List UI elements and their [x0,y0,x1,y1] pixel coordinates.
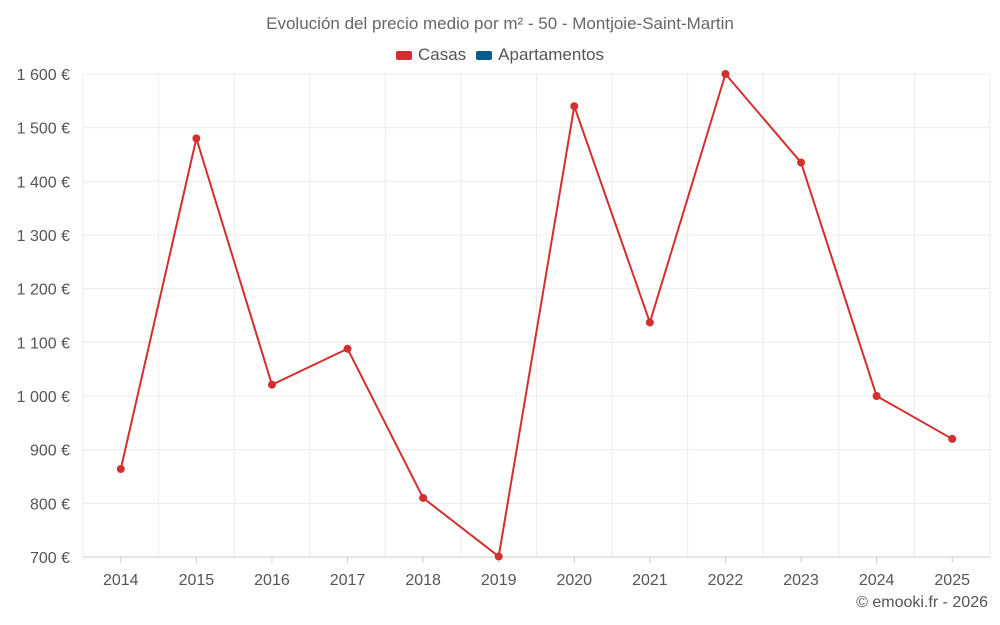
data-point [116,464,125,473]
legend: Casas Apartamentos [0,45,1000,65]
y-tick-label: 800 € [30,496,70,513]
data-point [343,344,352,353]
y-tick-label: 1 000 € [17,389,70,406]
legend-item-apartamentos[interactable]: Apartamentos [476,45,604,65]
chart-title: Evolución del precio medio por m² - 50 -… [266,14,734,33]
x-tick-label: 2017 [330,572,366,589]
y-tick-label: 900 € [30,443,70,460]
data-point [570,102,579,111]
x-tick-label: 2022 [708,572,744,589]
legend-label-casas: Casas [417,45,467,64]
x-tick-label: 2020 [556,572,592,589]
data-point [494,552,503,561]
y-tick-label: 1 600 € [17,67,70,84]
x-tick-label: 2014 [103,572,139,589]
data-point [721,70,730,78]
x-tick-label: 2024 [859,572,895,589]
data-point [645,318,654,327]
y-tick-label: 700 € [30,550,70,567]
series-line-casas [119,73,953,558]
x-tick-label: 2019 [481,572,517,589]
legend-swatch-apartamentos [476,50,493,60]
legend-item-casas[interactable]: Casas [395,45,467,65]
y-tick-label: 1 300 € [17,228,70,245]
credit-text: © emooki.fr - 2026 [856,594,988,611]
data-point [948,434,957,443]
data-point [192,134,201,143]
legend-swatch-casas [395,50,412,60]
data-point [872,392,881,400]
x-tick-label: 2016 [254,572,290,589]
x-tick-label: 2018 [405,572,441,589]
x-tick-label: 2023 [783,572,819,589]
y-tick-label: 1 400 € [17,174,70,191]
y-tick-label: 1 100 € [17,335,70,352]
data-point [267,380,276,389]
y-tick-label: 1 200 € [17,282,70,299]
x-tick-label: 2025 [934,572,970,589]
data-point [797,158,806,167]
x-tick-label: 2015 [179,572,215,589]
legend-label-apartamentos: Apartamentos [498,45,605,64]
y-tick-label: 1 500 € [17,121,70,138]
x-tick-label: 2021 [632,572,668,589]
data-point [419,493,428,502]
